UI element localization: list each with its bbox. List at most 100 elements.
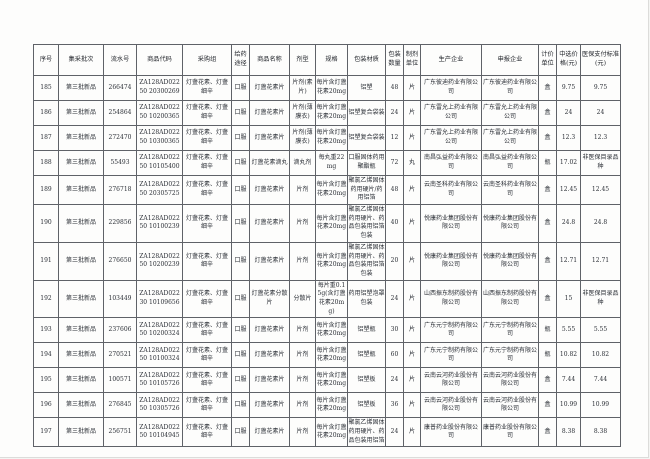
table-cell: 第三批新品 bbox=[58, 75, 104, 101]
table-cell: 第三批新品 bbox=[58, 100, 104, 126]
header-cell: 包装材质 bbox=[347, 44, 386, 76]
table-cell: 188 bbox=[33, 150, 59, 176]
table-cell: 悦康药业集团股份有限公司 bbox=[481, 241, 539, 281]
table-cell: 片剂 bbox=[289, 367, 316, 394]
table-cell: 第三批新品 bbox=[58, 317, 104, 344]
table-cell: 片剂 bbox=[289, 241, 316, 281]
table-cell: 瓶 bbox=[538, 150, 557, 176]
table-cell: 272470 bbox=[103, 125, 137, 151]
table-cell: 广东雷允上药业有限公司 bbox=[481, 100, 539, 126]
table-cell: 瓶 bbox=[538, 342, 557, 369]
table-cell: 24.8 bbox=[556, 204, 581, 243]
table-cell: 灯盏花素、灯盏细辛 bbox=[182, 75, 232, 101]
table-cell: 口服 bbox=[231, 367, 250, 394]
table-cell: 口服 bbox=[231, 150, 250, 176]
table-cell: ZA128AD02250 10305726 bbox=[136, 392, 183, 419]
table-cell: 聚氯乙烯固体药用硬片、药品包装用铝箔 bbox=[347, 417, 386, 448]
table-cell: 口服固体药用聚酯瓶 bbox=[347, 150, 386, 176]
table-cell: 276845 bbox=[103, 392, 137, 419]
table-cell: 药用铝塑泡罩包装 bbox=[347, 279, 386, 319]
header-cell: 制剂单位 bbox=[403, 44, 421, 76]
table-cell: 24 bbox=[385, 279, 404, 319]
table-cell: 12.71 bbox=[580, 241, 621, 281]
table-cell: ZA128AD02250 20305725 bbox=[136, 174, 183, 206]
table-cell: 第三批新品 bbox=[58, 150, 104, 176]
table-cell: 7.44 bbox=[556, 367, 581, 394]
table-cell: 盒 bbox=[538, 204, 557, 243]
table-cell: 17.02 bbox=[556, 150, 581, 176]
table-cell: 193 bbox=[33, 317, 59, 344]
table-cell: 滴丸剂 bbox=[289, 150, 316, 176]
header-cell: 包装数量 bbox=[385, 44, 404, 76]
table-cell: 口服 bbox=[231, 392, 250, 419]
table-cell: 盒 bbox=[538, 75, 557, 101]
table-cell: 48 bbox=[385, 75, 404, 101]
table-cell: 第三批新品 bbox=[58, 125, 104, 151]
table-cell: 广东彼迪药业有限公司 bbox=[420, 75, 482, 101]
header-cell: 医保支付标准(元) bbox=[580, 44, 621, 76]
table-cell: 8.38 bbox=[580, 417, 621, 448]
table-row: 187 第三批新品 272470 ZA128AD02250 10300365 灯盏花素、… bbox=[33, 125, 621, 151]
table-cell: 片剂(薄膜衣) bbox=[289, 125, 316, 151]
table-cell: 灯盏花素片 bbox=[249, 75, 290, 101]
table-cell: 云南云河药业股份有限公司 bbox=[420, 392, 482, 419]
table-cell: 广东元宁制药有限公司 bbox=[420, 317, 482, 344]
table-cell: 灯盏花素、灯盏细辛 bbox=[182, 100, 232, 126]
table-cell: ZA128AD02250 10100239 bbox=[136, 204, 183, 243]
table-cell: 灯盏花素片 bbox=[249, 367, 290, 394]
table-cell: 灯盏花素、灯盏细辛 bbox=[182, 342, 232, 369]
table-cell: 云南云河药业股份有限公司 bbox=[481, 392, 539, 419]
drug-procurement-table: 序号 集采批次 流水号 商品代码 采购组 给药途径 商品名称 剂型 规格 包装材质 包装数量 制剂单位… bbox=[33, 44, 621, 448]
table-cell: 每片含灯盏花素20mg bbox=[315, 204, 348, 243]
table-cell: 48 bbox=[385, 174, 404, 206]
table-cell: 悦康药业集团股份有限公司 bbox=[420, 204, 482, 243]
table-cell: 每片重0.15g(含灯盏花素20mg) bbox=[315, 279, 348, 319]
table-cell: 广东彼迪药业有限公司 bbox=[481, 75, 539, 101]
table-cell: 片 bbox=[403, 75, 421, 101]
table-cell: 12 bbox=[385, 125, 404, 151]
table-cell: ZA128AD02250 10200239 bbox=[136, 241, 183, 281]
table-cell: 每片含灯盏花素20mg bbox=[315, 100, 348, 126]
table-cell: 5.55 bbox=[580, 317, 621, 344]
table-row: 186 第三批新品 254864 ZA128AD02250 10200365 灯盏花素、… bbox=[33, 100, 621, 126]
table-cell: 24 bbox=[385, 417, 404, 448]
table-cell: 100571 bbox=[103, 367, 137, 394]
table-cell: 片 bbox=[403, 279, 421, 319]
table-cell: 每片含灯盏花素20mg bbox=[315, 75, 348, 101]
table-cell: 灯盏花素片 bbox=[249, 392, 290, 419]
table-cell: 片 bbox=[403, 204, 421, 243]
table-cell: 灯盏花素片 bbox=[249, 241, 290, 281]
header-cell: 商品名称 bbox=[249, 44, 290, 76]
table-cell: 片剂 bbox=[289, 174, 316, 206]
table-cell: 196 bbox=[33, 392, 59, 419]
table-cell: 广东元宁制药有限公司 bbox=[420, 342, 482, 369]
table-row: 197 第三批新品 256751 ZA128AD02250 10104945 灯盏花素、… bbox=[33, 417, 621, 448]
table-cell: 灯盏花素片 bbox=[249, 204, 290, 243]
table-cell: 每片含灯盏花素20mg bbox=[315, 417, 348, 448]
table-row: 190 第三批新品 229856 ZA128AD02250 10100239 灯盏花素、… bbox=[33, 204, 621, 243]
header-cell: 采购组 bbox=[182, 44, 232, 76]
header-cell: 生产企业 bbox=[420, 44, 482, 76]
table-cell: 灯盏花素片 bbox=[249, 100, 290, 126]
table-cell: 10.82 bbox=[556, 342, 581, 369]
table-cell: 每片含灯盏花素20mg bbox=[315, 174, 348, 206]
table-cell: 片剂 bbox=[289, 317, 316, 344]
table-row: 191 第三批新品 276650 ZA128AD02250 10200239 灯盏花素、… bbox=[33, 241, 621, 281]
table-cell: ZA128AD02250 20300269 bbox=[136, 75, 183, 101]
table-cell: 灯盏花素、灯盏细辛 bbox=[182, 241, 232, 281]
table-row: 195 第三批新品 100571 ZA128AD02250 10105726 灯盏花素、… bbox=[33, 367, 621, 394]
table-cell: 10.99 bbox=[556, 392, 581, 419]
table-cell: 片 bbox=[403, 125, 421, 151]
table-cell: 每片含灯盏花素20mg bbox=[315, 392, 348, 419]
table-cell: 194 bbox=[33, 342, 59, 369]
table-cell: 片 bbox=[403, 174, 421, 206]
table-cell: 片 bbox=[403, 342, 421, 369]
table-cell: 片 bbox=[403, 241, 421, 281]
table-cell: 每片含灯盏花素20mg bbox=[315, 367, 348, 394]
table-cell: 186 bbox=[33, 100, 59, 126]
table-cell: 口服 bbox=[231, 342, 250, 369]
table-cell: 片剂 bbox=[289, 417, 316, 448]
table-cell: 36 bbox=[385, 392, 404, 419]
table-cell: 24.8 bbox=[580, 204, 621, 243]
